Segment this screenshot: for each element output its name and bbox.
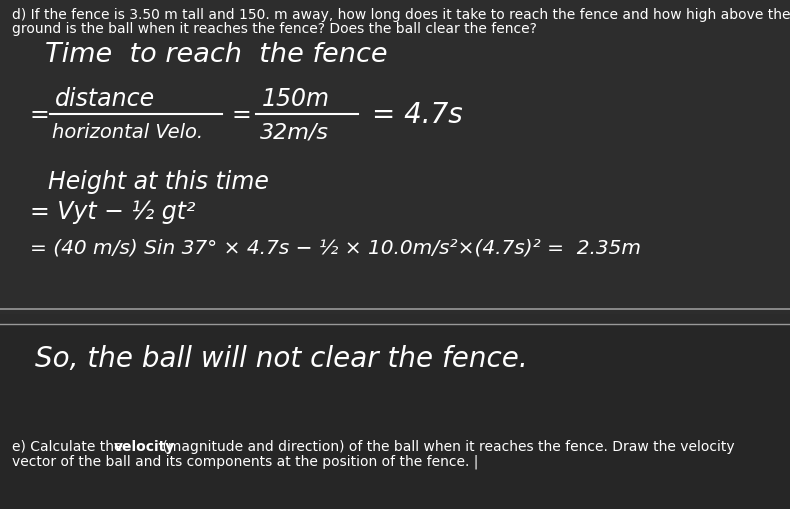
Text: 32m/s: 32m/s [260, 123, 329, 143]
Text: =: = [232, 103, 252, 127]
Bar [0, 0, 790, 315]
Text: So, the ball will not clear the fence.: So, the ball will not clear the fence. [35, 344, 528, 372]
Text: Height at this time: Height at this time [48, 169, 269, 193]
Text: horizontal Velo.: horizontal Velo. [52, 123, 203, 142]
Text: distance: distance [55, 87, 155, 111]
Text: (magnitude and direction) of the ball when it reaches the fence. Draw the veloci: (magnitude and direction) of the ball wh… [158, 439, 735, 453]
Text: velocity: velocity [114, 439, 175, 453]
Text: Time  to reach  the fence: Time to reach the fence [45, 42, 388, 68]
Text: =: = [30, 103, 50, 127]
Text: 150m: 150m [262, 87, 330, 111]
Text: ground is the ball when it reaches the fence? Does the ball clear the fence?: ground is the ball when it reaches the f… [12, 22, 537, 36]
Text: = Vyt − ½ gt²: = Vyt − ½ gt² [30, 200, 195, 223]
Bar [0, 324, 790, 509]
Text: = 4.7s: = 4.7s [372, 101, 463, 129]
Text: = (40 m/s) Sin 37° × 4.7s − ½ × 10.0m/s²×(4.7s)² =  2.35m: = (40 m/s) Sin 37° × 4.7s − ½ × 10.0m/s²… [30, 238, 641, 257]
Text: e) Calculate the: e) Calculate the [12, 439, 127, 453]
Text: d) If the fence is 3.50 m tall and 150. m away, how long does it take to reach t: d) If the fence is 3.50 m tall and 150. … [12, 8, 790, 22]
Text: vector of the ball and its components at the position of the fence. |: vector of the ball and its components at… [12, 454, 479, 469]
